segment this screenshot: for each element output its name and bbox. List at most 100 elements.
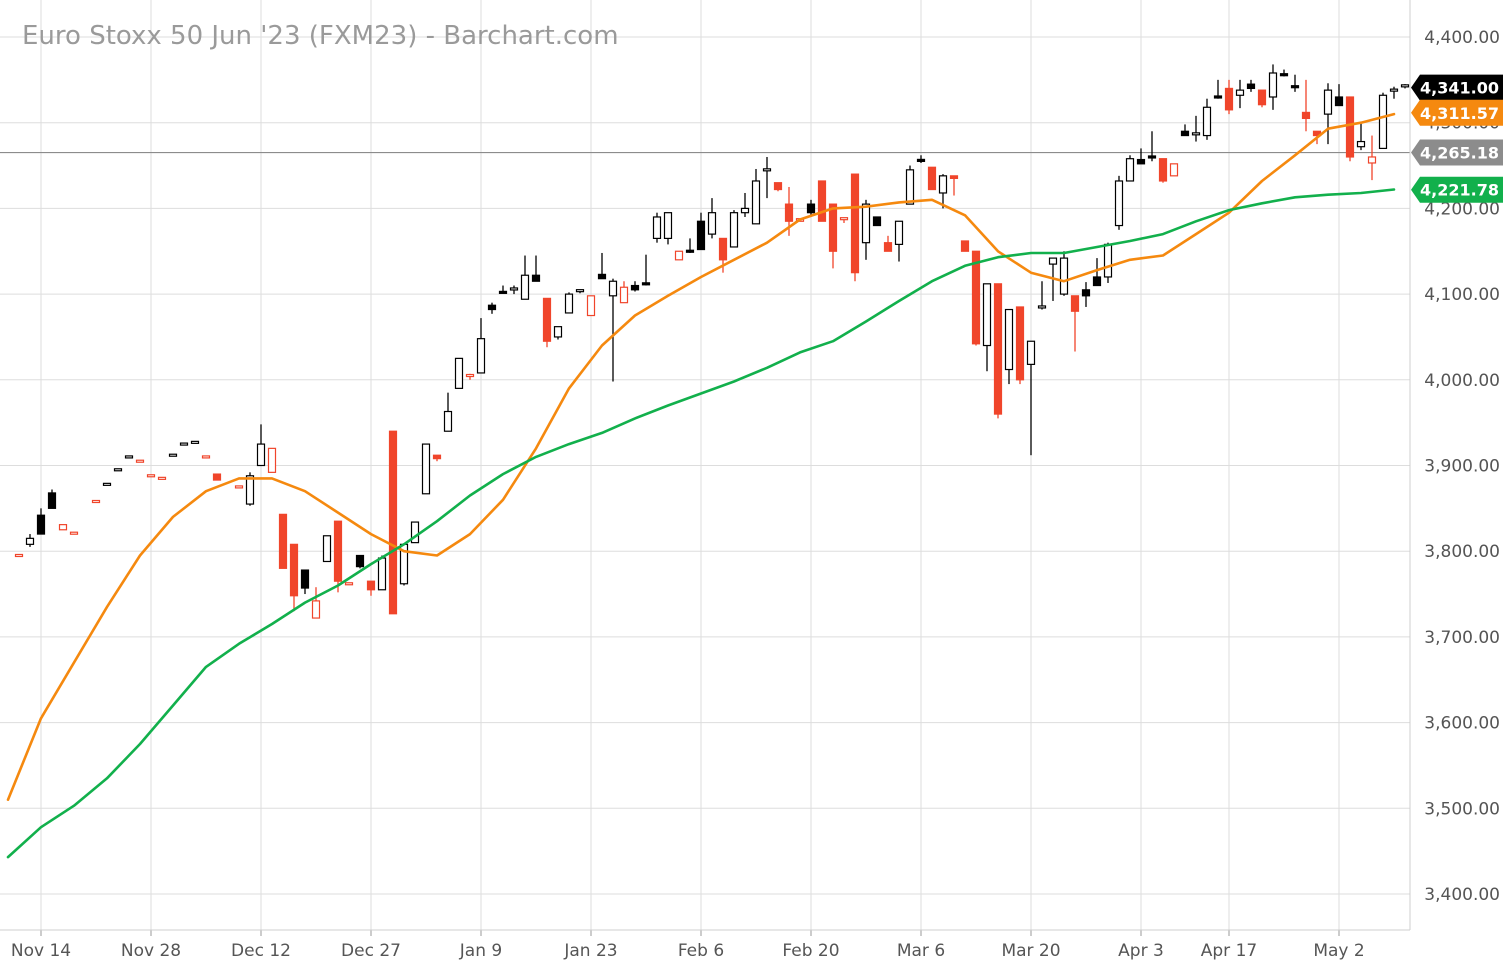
- price-badge: 4,341.00: [1411, 74, 1503, 101]
- candle: [850, 173, 860, 282]
- candle-body: [1125, 158, 1135, 182]
- candle-body: [1301, 111, 1311, 120]
- candle-body: [520, 274, 530, 300]
- candle: [817, 180, 827, 222]
- candle: [1268, 64, 1278, 110]
- candle: [1158, 158, 1168, 183]
- candle-body: [69, 531, 79, 535]
- candle: [344, 582, 354, 586]
- candle-body: [542, 297, 552, 342]
- candle-body: [894, 220, 904, 245]
- ma_long-line: [6, 188, 1396, 859]
- candle: [839, 217, 849, 223]
- candle-body: [916, 158, 926, 163]
- x-tick-label: Mar 6: [897, 941, 945, 961]
- candle: [982, 283, 992, 372]
- candle-body: [641, 282, 651, 286]
- candle-body: [938, 175, 948, 194]
- candle: [1059, 251, 1069, 296]
- candle-body: [817, 180, 827, 222]
- candle: [916, 155, 926, 163]
- price-badges: 4,341.00 4,311.57 4,265.18 4,221.78: [1411, 74, 1503, 203]
- price-badge-bg: [1411, 176, 1503, 203]
- candle-body: [432, 454, 442, 460]
- candle: [1290, 74, 1300, 92]
- candle-body: [982, 283, 992, 347]
- candle-body: [443, 410, 453, 432]
- candle-body: [960, 240, 970, 252]
- candle-body: [762, 168, 772, 172]
- candle: [432, 454, 442, 462]
- candle-body: [454, 357, 464, 389]
- candle-body: [289, 543, 299, 597]
- candle: [597, 252, 607, 280]
- candle: [14, 553, 24, 558]
- candle: [949, 175, 959, 196]
- candle-body: [278, 513, 288, 569]
- candle-body: [47, 492, 57, 509]
- candle: [630, 281, 640, 292]
- candle-body: [1334, 96, 1344, 107]
- candle: [663, 212, 673, 245]
- candle-body: [465, 373, 475, 378]
- candle: [542, 297, 552, 348]
- candle-body: [1147, 155, 1157, 159]
- candle-body: [1235, 89, 1245, 96]
- candle-body: [663, 212, 673, 239]
- candle-body: [1081, 289, 1091, 297]
- candle: [1235, 79, 1245, 109]
- candle-body: [267, 447, 277, 473]
- candle: [1136, 148, 1146, 165]
- candle: [322, 535, 332, 563]
- candle: [47, 489, 57, 509]
- x-tick-label: Feb 6: [678, 941, 724, 961]
- x-tick-label: Nov 14: [11, 941, 71, 961]
- candle-body: [652, 216, 662, 239]
- candle: [124, 455, 134, 459]
- candle-body: [1059, 257, 1069, 295]
- candle: [828, 203, 838, 269]
- x-tick-label: Jan 23: [563, 941, 617, 961]
- candle: [102, 482, 112, 486]
- candle-body: [1070, 295, 1080, 312]
- candle-body: [179, 442, 189, 446]
- candle-body: [498, 290, 508, 294]
- candle-body: [91, 499, 101, 504]
- candle: [1356, 122, 1366, 151]
- candle: [861, 199, 871, 260]
- candle: [520, 255, 530, 300]
- candle: [1400, 84, 1410, 89]
- candle-body: [212, 473, 222, 481]
- candle: [113, 468, 123, 472]
- candle-body: [718, 237, 728, 261]
- price-badge-label: 4,311.57: [1420, 104, 1499, 123]
- candle-body: [696, 220, 706, 251]
- candle-body: [311, 600, 321, 619]
- candle-body: [1048, 257, 1058, 265]
- candle-body: [135, 459, 145, 463]
- candle: [1213, 79, 1223, 99]
- candle: [234, 485, 244, 489]
- candle-body: [58, 524, 68, 531]
- candle: [586, 295, 596, 317]
- x-tick-label: May 2: [1313, 941, 1364, 961]
- price-badge: 4,221.78: [1411, 176, 1503, 203]
- candle: [1037, 281, 1047, 310]
- candle: [157, 476, 167, 480]
- candle-body: [674, 250, 684, 261]
- candle: [168, 453, 178, 457]
- candle: [905, 165, 915, 205]
- candle-body: [14, 553, 24, 558]
- ma_short-line: [6, 112, 1396, 802]
- candle-body: [366, 580, 376, 591]
- candle: [1004, 308, 1014, 385]
- candle-body: [377, 557, 387, 591]
- candle-body: [344, 582, 354, 586]
- candle-body: [245, 475, 255, 505]
- candle: [355, 554, 365, 569]
- candle: [25, 534, 35, 547]
- chart-title: Euro Stoxx 50 Jun '23 (FXM23) - Barchart…: [22, 21, 619, 51]
- candle: [179, 442, 189, 446]
- candle-body: [1400, 84, 1410, 88]
- candle: [190, 440, 200, 444]
